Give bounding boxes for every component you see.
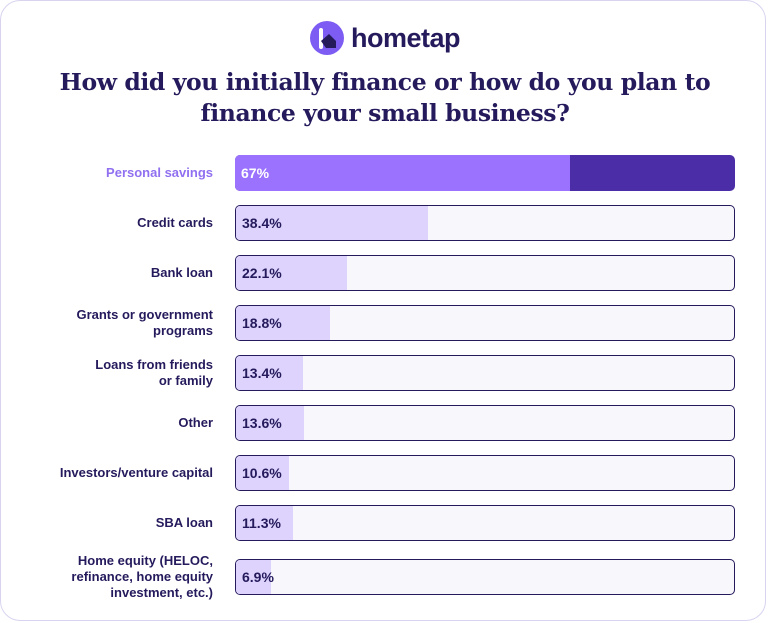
bar-track: 13.4%: [235, 355, 735, 391]
bar: [236, 306, 330, 340]
bar: [236, 456, 289, 490]
category-label: Grants or government programs: [76, 307, 213, 338]
bar: [236, 406, 304, 440]
data-label: 38.4%: [242, 215, 282, 231]
category-label: Credit cards: [137, 215, 213, 230]
house-arrow-logo-icon: [309, 21, 344, 55]
data-label: 22.1%: [242, 265, 282, 281]
bar: [236, 206, 428, 240]
bar: [236, 356, 303, 390]
category-label: Other: [178, 415, 213, 430]
bar: [236, 560, 271, 594]
category-label: Investors/venture capital: [59, 465, 213, 480]
bar: [235, 155, 570, 191]
chart-title: How did you initially finance or how do …: [59, 68, 711, 127]
category-label: Loans from friends or family: [95, 357, 213, 388]
data-label: 13.6%: [242, 415, 282, 431]
bar-track: 13.6%: [235, 405, 735, 441]
bar-track: 67%: [235, 155, 735, 191]
bar-track: 6.9%: [235, 559, 735, 595]
category-label: Bank loan: [150, 265, 213, 280]
bar-track: 11.3%: [235, 505, 735, 541]
bar-track: 22.1%: [235, 255, 735, 291]
bar-track: 38.4%: [235, 205, 735, 241]
bar: [236, 256, 347, 290]
brand-name: hometap: [350, 22, 461, 53]
data-label: 6.9%: [242, 569, 274, 585]
brand-logo: hometap: [1, 21, 768, 55]
bar-track: 10.6%: [235, 455, 735, 491]
category-label: SBA loan: [155, 515, 213, 530]
data-label: 13.4%: [242, 365, 282, 381]
bar: [236, 506, 293, 540]
data-label: 18.8%: [242, 315, 282, 331]
category-label: Personal savings: [106, 165, 213, 180]
data-label: 67%: [241, 165, 270, 181]
category-label: Home equity (HELOC, refinance, home equi…: [71, 553, 213, 600]
bar-track: 18.8%: [235, 305, 735, 341]
data-label: 10.6%: [242, 465, 282, 481]
data-label: 11.3%: [242, 515, 281, 531]
